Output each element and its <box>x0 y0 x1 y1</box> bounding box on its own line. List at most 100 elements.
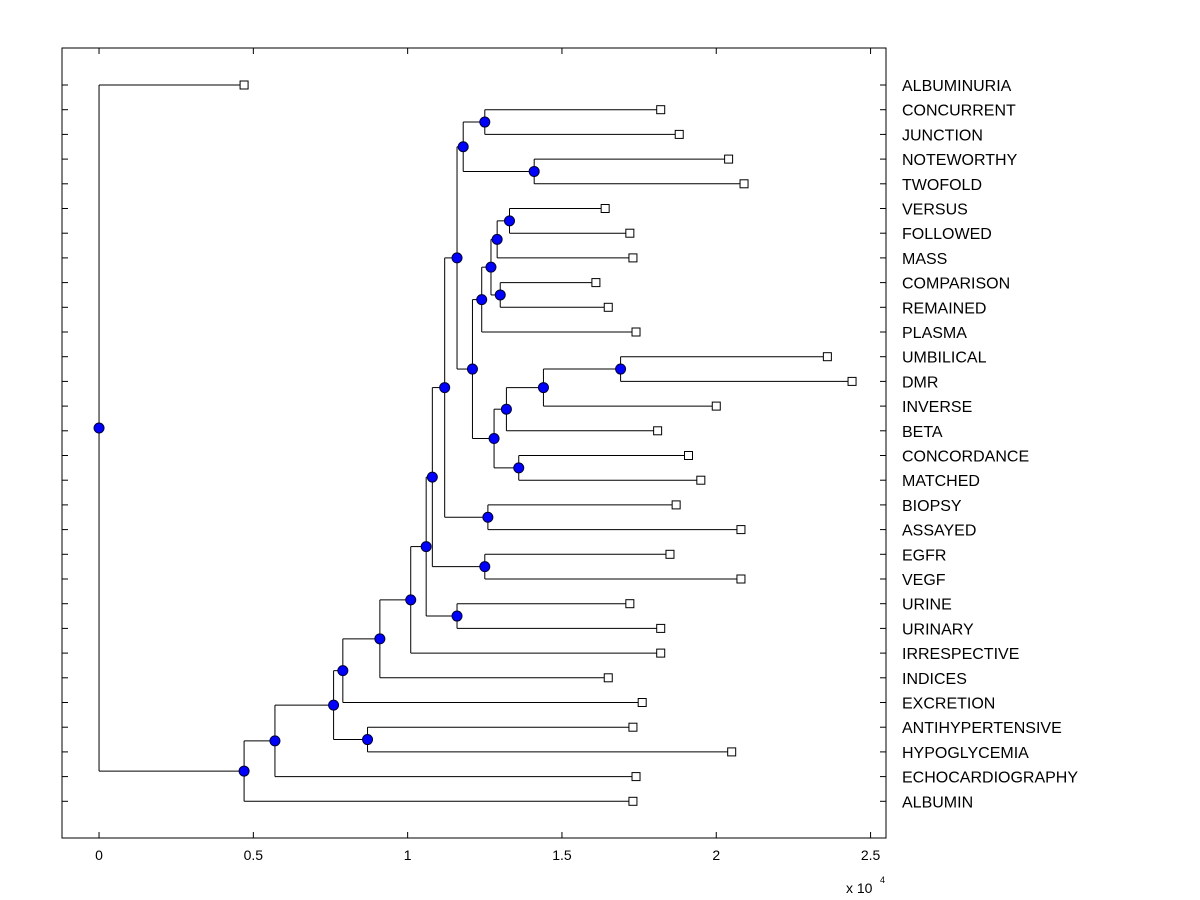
x-ticks: 0 0.5 1 1.5 2 2.5 <box>95 48 881 863</box>
cluster-node <box>479 116 491 128</box>
cluster-node <box>503 215 515 227</box>
leaf-marker <box>656 105 666 115</box>
leaf-marker <box>696 475 706 485</box>
cluster-node <box>328 699 340 711</box>
leaf-marker <box>625 228 635 238</box>
cluster-node <box>269 735 281 747</box>
cluster-node <box>479 561 491 573</box>
leaf-marker <box>711 401 721 411</box>
cluster-node <box>451 252 463 264</box>
leaf-label: CONCURRENT <box>902 103 1016 120</box>
leaf-marker <box>736 574 746 584</box>
leaf-label: INVERSE <box>902 399 972 416</box>
leaf-marker <box>653 426 663 436</box>
leaf-label: VEGF <box>902 572 946 589</box>
leaf-marker <box>656 623 666 633</box>
x-tick-label: 1.5 <box>552 847 572 863</box>
leaf-label: DMR <box>902 374 938 391</box>
leaf-marker <box>637 698 647 707</box>
leaf-marker <box>600 204 610 213</box>
y-ticks <box>62 84 886 802</box>
leaf-marker <box>656 648 666 658</box>
leaf-marker <box>822 352 832 362</box>
leaf-label: MASS <box>902 251 947 268</box>
cluster-node <box>513 462 525 474</box>
leaf-marker <box>736 525 746 535</box>
leaf-label: TWOFOLD <box>902 177 982 194</box>
leaf-label: MATCHED <box>902 473 980 490</box>
cluster-node <box>500 403 512 415</box>
cluster-node <box>337 665 349 677</box>
leaf-label: ALBUMIN <box>902 794 973 811</box>
leaf-marker <box>671 500 681 510</box>
leaf-label: EXCRETION <box>902 696 995 713</box>
cluster-node <box>93 422 105 434</box>
leaf-label: URINARY <box>902 621 974 638</box>
leaf-label: NOTEWORTHY <box>902 152 1018 169</box>
leaf-label: PLASMA <box>902 325 967 342</box>
leaf-marker <box>724 154 734 164</box>
leaf-label: JUNCTION <box>902 127 983 144</box>
cluster-node <box>528 165 540 177</box>
node-markers <box>93 116 627 777</box>
cluster-node <box>494 289 506 301</box>
leaf-label: INDICES <box>902 671 967 688</box>
cluster-node <box>457 141 469 153</box>
cluster-node <box>491 233 503 245</box>
leaf-marker <box>603 673 613 683</box>
cluster-node <box>405 594 417 606</box>
x-tick-label: 2 <box>712 847 720 863</box>
cluster-node <box>476 294 488 306</box>
leaf-label: ASSAYED <box>902 523 976 540</box>
leaf-label: URINE <box>902 597 952 614</box>
leaf-label: BETA <box>902 424 943 441</box>
leaf-marker <box>603 302 613 312</box>
x-tick-label: 0 <box>95 847 103 863</box>
leaf-marker <box>591 278 601 288</box>
leaf-marker <box>683 451 693 460</box>
leaf-label: ECHOCARDIOGRAPHY <box>902 770 1078 787</box>
plot-frame <box>61 47 887 839</box>
x-tick-label: 2.5 <box>861 847 881 863</box>
x-tick-label: 0.5 <box>244 847 264 863</box>
leaf-marker <box>739 179 749 189</box>
leaf-label: ANTIHYPERTENSIVE <box>902 720 1062 737</box>
cluster-node <box>466 363 478 375</box>
leaf-label: COMPARISON <box>902 276 1010 293</box>
cluster-node <box>537 382 549 394</box>
cluster-node <box>488 433 500 445</box>
cluster-node <box>420 541 432 553</box>
cluster-node <box>374 633 386 645</box>
leaf-label: IRRESPECTIVE <box>902 646 1019 663</box>
cluster-node <box>362 734 374 746</box>
cluster-node <box>485 261 497 273</box>
leaf-marker <box>628 722 638 732</box>
leaf-label: VERSUS <box>902 202 968 219</box>
leaf-label: UMBILICAL <box>902 350 987 367</box>
leaf-marker <box>628 253 638 263</box>
leaf-marker <box>665 549 675 559</box>
leaf-label: FOLLOWED <box>902 226 992 243</box>
x-multiplier-exponent: 4 <box>880 875 885 885</box>
x-multiplier: x 10 <box>846 880 873 896</box>
cluster-node <box>238 765 250 777</box>
leaf-label: CONCORDANCE <box>902 449 1029 466</box>
leaf-markers <box>239 80 857 806</box>
leaf-label: REMAINED <box>902 300 986 317</box>
cluster-node <box>426 471 438 483</box>
leaf-label: HYPOGLYCEMIA <box>902 745 1029 762</box>
leaf-marker <box>674 129 684 139</box>
leaf-marker <box>631 327 641 337</box>
x-tick-label: 1 <box>404 847 412 863</box>
leaf-labels: ALBUMINURIA CONCURRENT JUNCTION NOTEWORTHY T… <box>902 78 1078 811</box>
leaf-label: ALBUMINURIA <box>902 78 1012 95</box>
leaf-marker <box>847 376 857 386</box>
leaf-marker <box>625 599 635 609</box>
cluster-node <box>451 610 463 622</box>
cluster-node <box>615 363 627 375</box>
leaf-label: EGFR <box>902 547 946 564</box>
leaf-marker <box>727 747 737 757</box>
cluster-node <box>482 511 494 523</box>
leaf-marker <box>628 796 638 806</box>
